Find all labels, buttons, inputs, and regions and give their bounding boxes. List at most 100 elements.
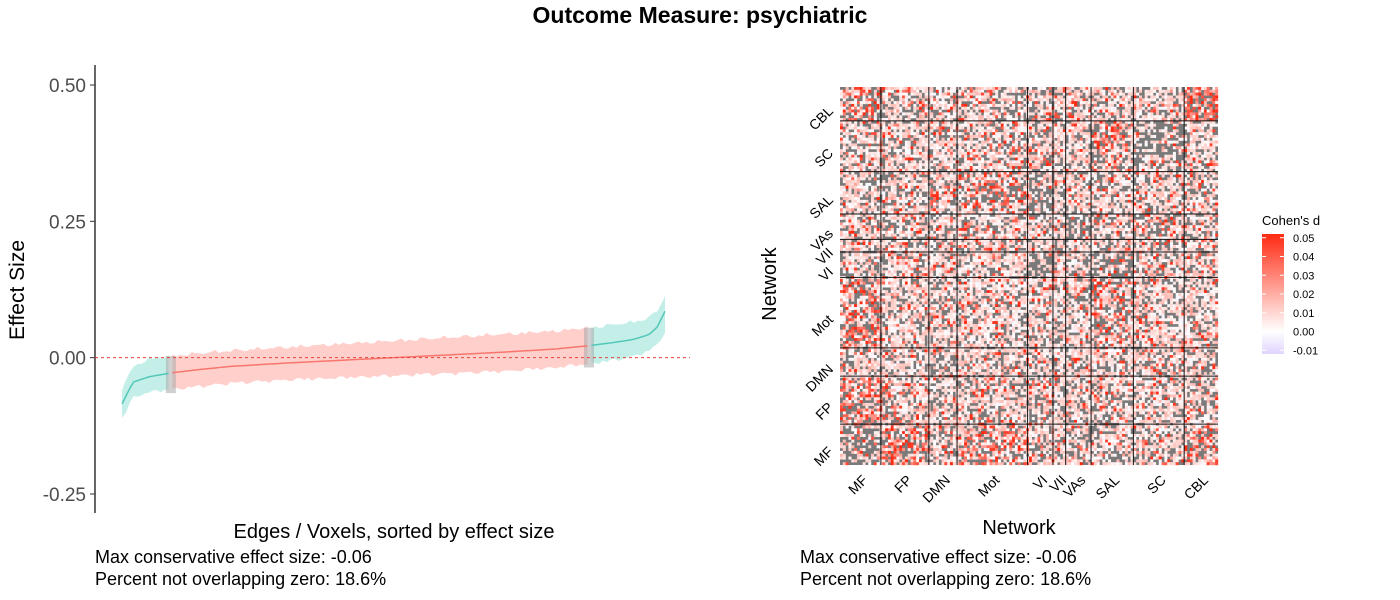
heatmap-cell (1057, 213, 1061, 217)
heatmap-cell (1014, 137, 1018, 141)
heatmap-cell (975, 233, 979, 237)
heatmap-cell (1209, 165, 1213, 170)
heatmap-cell (1198, 118, 1202, 122)
heatmap-cell (930, 123, 934, 127)
heatmap-cell (885, 112, 889, 116)
heatmap-cell (1096, 137, 1100, 141)
heatmap-cell (1093, 213, 1097, 217)
heatmap-cell (978, 134, 982, 138)
heatmap-cell (992, 188, 996, 192)
heatmap-cell (859, 126, 863, 130)
heatmap-cell (1122, 112, 1126, 116)
heatmap-cell (1074, 126, 1078, 130)
heatmap-cell (978, 106, 982, 110)
heatmap-cell (913, 199, 917, 203)
heatmap-cell (1198, 202, 1202, 206)
heatmap-cell (887, 233, 891, 237)
heatmap-cell (961, 126, 965, 130)
heatmap-cell (871, 168, 875, 172)
heatmap-cell (1170, 177, 1174, 181)
heatmap-cell (1093, 132, 1097, 136)
heatmap-cell (1009, 230, 1013, 234)
heatmap-cell (1057, 123, 1061, 127)
heatmap-cell (1150, 115, 1154, 119)
heatmap-cell (924, 118, 928, 122)
heatmap-cell (1170, 132, 1174, 136)
heatmap-cell (902, 174, 906, 178)
heatmap-cell (904, 165, 908, 170)
heatmap-cell (1116, 197, 1120, 201)
heatmap-cell (1074, 199, 1078, 203)
heatmap-cell (952, 154, 956, 158)
heatmap-cell (944, 185, 948, 189)
heatmap-cell (1071, 230, 1075, 234)
heatmap-cell (1057, 103, 1061, 107)
heatmap-cell (1009, 205, 1013, 209)
heatmap-cell (1034, 140, 1038, 144)
heatmap-cell (1124, 208, 1128, 212)
heatmap-cell (952, 109, 956, 113)
heatmap-cell (938, 112, 942, 116)
heatmap-cell (958, 132, 962, 136)
heatmap-cell (1062, 98, 1066, 102)
heatmap-cell (989, 163, 993, 167)
heatmap-cell (1076, 140, 1080, 144)
heatmap-cell (916, 228, 920, 232)
heatmap-cell (840, 160, 844, 164)
heatmap-cell (910, 208, 914, 212)
heatmap-cell (842, 109, 846, 113)
heatmap-cell (1065, 211, 1069, 215)
heatmap-cell (871, 222, 875, 226)
heatmap-cell (1113, 160, 1117, 164)
heatmap-cell (1107, 103, 1112, 107)
heatmap-cell (933, 222, 937, 226)
heatmap-cell (1161, 95, 1165, 99)
heatmap-cell (941, 103, 945, 107)
heatmap-cell (1153, 216, 1157, 220)
heatmap-cell (989, 129, 993, 133)
heatmap-cell (983, 95, 987, 99)
heatmap-cell (941, 115, 945, 119)
heatmap-cell (918, 194, 923, 198)
heatmap-cell (1037, 225, 1041, 229)
heatmap-cell (1091, 230, 1095, 234)
heatmap-cell (1201, 188, 1205, 192)
heatmap-cell (910, 101, 914, 105)
heatmap-cell (947, 230, 951, 234)
heatmap-cell (1150, 222, 1154, 226)
heatmap-cell (941, 174, 945, 178)
heatmap-cell (1082, 101, 1086, 105)
heatmap-cell (896, 132, 900, 136)
heatmap-cell (989, 146, 993, 150)
heatmap-cell (947, 112, 951, 116)
heatmap-cell (1054, 165, 1058, 170)
heatmap-cell (842, 112, 846, 116)
heatmap-cell (930, 134, 934, 138)
heatmap-cell (1172, 106, 1176, 110)
heatmap-cell (1147, 98, 1151, 102)
heatmap-cell (978, 225, 982, 229)
heatmap-cell (1099, 103, 1103, 107)
heatmap-cell (1167, 115, 1171, 119)
heatmap-cell (1003, 140, 1007, 144)
heatmap-cell (1096, 163, 1100, 167)
heatmap-cell (1116, 115, 1120, 119)
heatmap-cell (1029, 149, 1033, 153)
heatmap-cell (865, 126, 869, 130)
heatmap-cell (941, 202, 945, 206)
heatmap-cell (964, 134, 968, 138)
heatmap-cell (997, 208, 1001, 212)
heatmap-cell (865, 154, 869, 158)
heatmap-cell (1164, 182, 1168, 186)
heatmap-cell (1048, 146, 1052, 150)
heatmap-cell (986, 132, 990, 136)
heatmap-cell (989, 137, 993, 141)
heatmap-cell (848, 185, 852, 189)
heatmap-cell (1043, 109, 1047, 113)
heatmap-cell (921, 103, 925, 107)
heatmap-cell (902, 213, 906, 217)
heatmap-cell (1102, 194, 1106, 198)
heatmap-cell (1153, 87, 1157, 91)
heatmap-cell (1141, 126, 1145, 130)
heatmap-cell (1116, 230, 1120, 234)
